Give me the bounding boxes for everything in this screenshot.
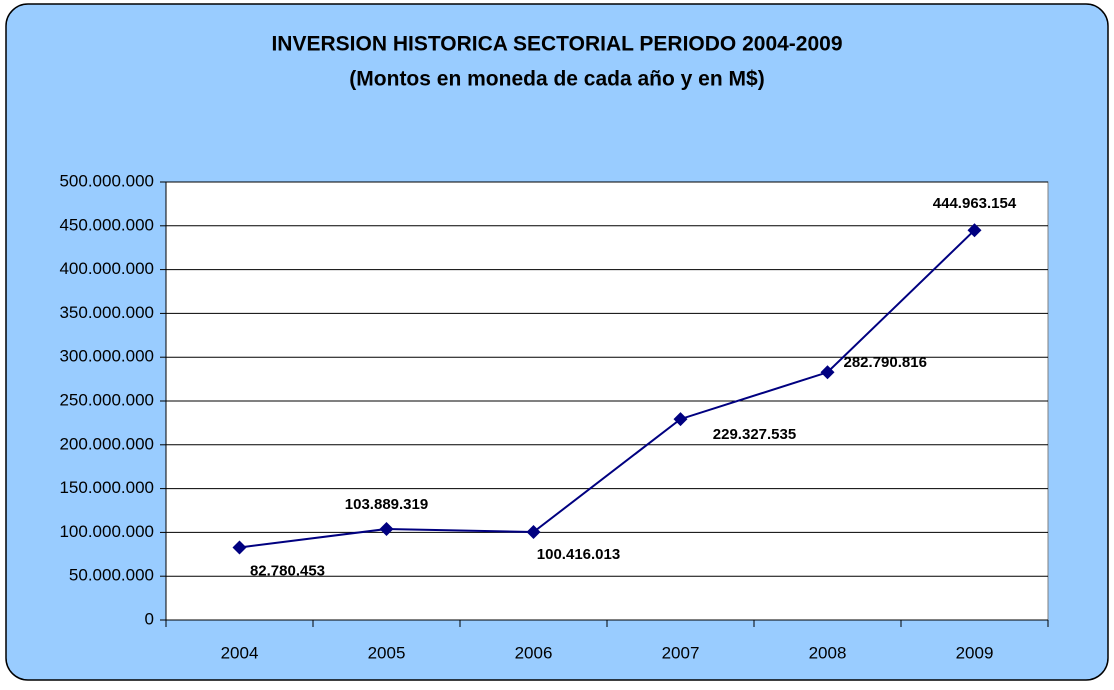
y-tick-label: 400.000.000 <box>59 259 154 278</box>
data-point <box>673 412 688 427</box>
data-point <box>526 525 541 540</box>
y-tick-label: 500.000.000 <box>59 171 154 190</box>
y-tick-label: 0 <box>145 609 154 628</box>
x-tick-label: 2009 <box>956 643 994 662</box>
y-tick-label: 50.000.000 <box>69 566 154 585</box>
data-label: 282.790.816 <box>844 354 927 371</box>
data-point <box>967 223 982 238</box>
y-tick-label: 100.000.000 <box>59 522 154 541</box>
data-point <box>820 365 835 380</box>
y-tick-label: 300.000.000 <box>59 347 154 366</box>
y-tick-label: 250.000.000 <box>59 390 154 409</box>
chart-title: INVERSION HISTORICA SECTORIAL PERIODO 20… <box>271 33 842 56</box>
y-tick-label: 200.000.000 <box>59 434 154 453</box>
data-label: 100.416.013 <box>537 546 620 563</box>
data-label: 229.327.535 <box>713 426 796 443</box>
data-point <box>232 540 247 555</box>
x-tick-label: 2004 <box>221 643 259 662</box>
y-tick-label: 450.000.000 <box>59 215 154 234</box>
x-tick-label: 2008 <box>809 643 847 662</box>
x-tick-label: 2006 <box>515 643 553 662</box>
data-label: 444.963.154 <box>933 195 1017 212</box>
data-label: 103.889.319 <box>345 496 428 513</box>
data-point <box>379 521 394 536</box>
x-tick-label: 2005 <box>368 643 406 662</box>
data-label: 82.780.453 <box>250 562 325 579</box>
y-tick-label: 150.000.000 <box>59 478 154 497</box>
y-tick-label: 350.000.000 <box>59 303 154 322</box>
chart-subtitle: (Montos en moneda de cada año y en M$) <box>349 68 764 91</box>
x-tick-label: 2007 <box>662 643 700 662</box>
series-line <box>239 229 976 549</box>
